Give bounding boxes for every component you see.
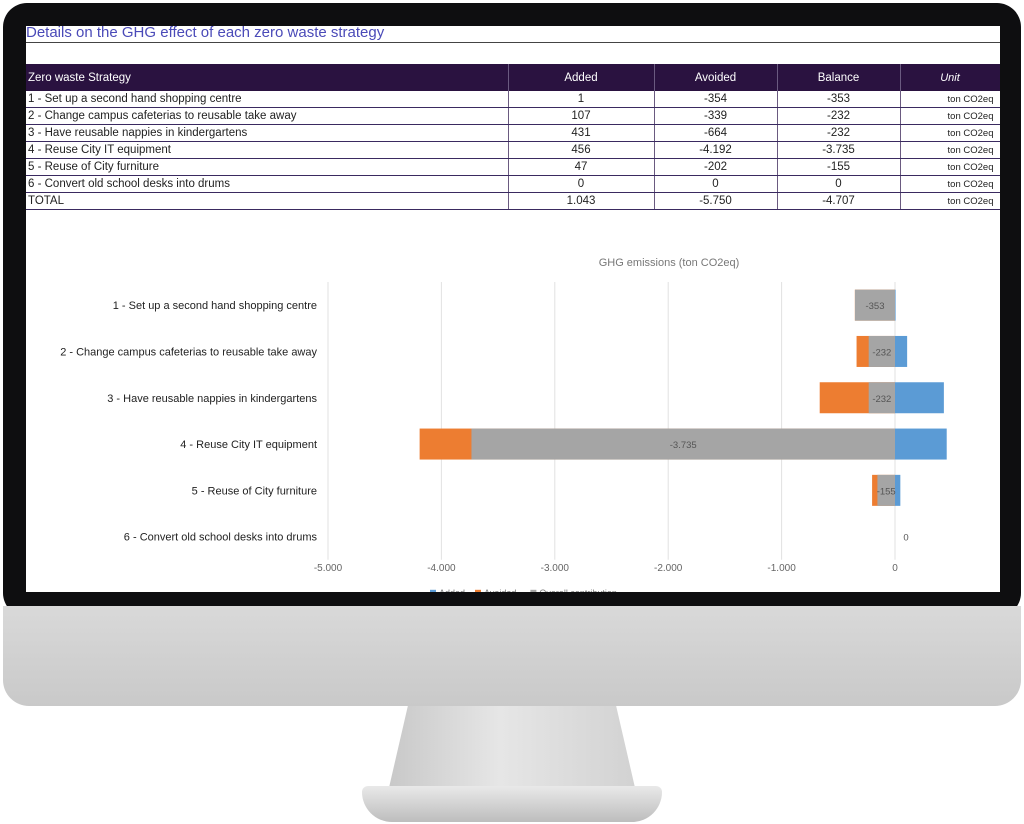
x-tick-label: -2.000 <box>654 563 683 574</box>
cell-avoided[interactable]: -5.750 <box>654 192 778 210</box>
cell-strategy[interactable]: 2 - Change campus cafeterias to reusable… <box>26 107 509 125</box>
monitor-stand-neck <box>388 706 636 792</box>
cell-unit[interactable]: ton CO2eq <box>900 107 1000 125</box>
legend-swatch <box>475 589 481 592</box>
sheet-title: Details on the GHG effect of each zero w… <box>26 26 1000 43</box>
legend-swatch <box>430 589 436 592</box>
monitor-chin <box>3 606 1021 706</box>
cell-balance[interactable]: -232 <box>777 107 901 125</box>
category-label: 3 - Have reusable nappies in kindergarte… <box>107 393 317 405</box>
cell-strategy[interactable]: 5 - Reuse of City furniture <box>26 158 509 176</box>
data-label: -232 <box>872 347 891 358</box>
table-row: 5 - Reuse of City furniture 47 -202 -155… <box>26 158 1000 176</box>
cell-avoided[interactable]: -664 <box>654 124 778 142</box>
cell-avoided[interactable]: -202 <box>654 158 778 176</box>
bar-overall-contribution <box>877 474 895 506</box>
x-tick-label: 0 <box>892 563 898 574</box>
bar-overall-contribution <box>868 335 895 367</box>
bar-added <box>895 474 901 506</box>
header-strategy: Zero waste Strategy <box>26 64 509 91</box>
monitor-stand-base <box>362 786 662 822</box>
bar-added <box>895 428 947 460</box>
cell-unit[interactable]: ton CO2eq <box>900 158 1000 176</box>
table-header-row: Zero waste Strategy Added Avoided Balanc… <box>26 64 1000 91</box>
header-unit: Unit <box>900 64 1000 91</box>
cell-unit[interactable]: ton CO2eq <box>900 192 1000 210</box>
cell-avoided[interactable]: -4.192 <box>654 141 778 159</box>
cell-added[interactable]: 431 <box>508 124 655 142</box>
data-label: -3.735 <box>670 440 697 451</box>
x-tick-label: -3.000 <box>541 563 570 574</box>
legend-label: Overall contribution <box>539 588 617 592</box>
bar-added <box>895 289 896 321</box>
table-row: 4 - Reuse City IT equipment 456 -4.192 -… <box>26 141 1000 159</box>
legend-label: Avoided <box>484 588 516 592</box>
data-label: -232 <box>872 394 891 405</box>
x-tick-label: -1.000 <box>767 563 796 574</box>
cell-unit[interactable]: ton CO2eq <box>900 175 1000 193</box>
cell-added[interactable]: 1 <box>508 91 655 108</box>
cell-strategy[interactable]: 1 - Set up a second hand shopping centre <box>26 91 509 108</box>
x-tick-label: -4.000 <box>427 563 456 574</box>
cell-added[interactable]: 47 <box>508 158 655 176</box>
legend-swatch <box>530 589 537 592</box>
cell-strategy[interactable]: TOTAL <box>26 192 509 210</box>
cell-balance[interactable]: -232 <box>777 124 901 142</box>
bar-added <box>895 335 908 367</box>
table-row: 6 - Convert old school desks into drums … <box>26 175 1000 193</box>
data-label: -353 <box>865 301 884 312</box>
cell-balance[interactable]: -155 <box>777 158 901 176</box>
category-label: 2 - Change campus cafeterias to reusable… <box>60 346 317 358</box>
cell-balance[interactable]: 0 <box>777 175 901 193</box>
cell-unit[interactable]: ton CO2eq <box>900 91 1000 108</box>
cell-unit[interactable]: ton CO2eq <box>900 141 1000 159</box>
cell-added[interactable]: 456 <box>508 141 655 159</box>
header-added: Added <box>508 64 655 91</box>
bar-overall-contribution <box>868 382 895 414</box>
bar-overall-contribution <box>471 428 895 460</box>
cell-strategy[interactable]: 6 - Convert old school desks into drums <box>26 175 509 193</box>
cell-added[interactable]: 1.043 <box>508 192 655 210</box>
category-label: 4 - Reuse City IT equipment <box>180 439 317 451</box>
cell-balance[interactable]: -4.707 <box>777 192 901 210</box>
cell-unit[interactable]: ton CO2eq <box>900 124 1000 142</box>
table-total-row: TOTAL 1.043 -5.750 -4.707 ton CO2eq <box>26 192 1000 210</box>
bar-overall-contribution <box>854 289 895 321</box>
cell-added[interactable]: 107 <box>508 107 655 125</box>
cell-avoided[interactable]: -354 <box>654 91 778 108</box>
cell-added[interactable]: 0 <box>508 175 655 193</box>
category-label: 1 - Set up a second hand shopping centre <box>113 300 317 312</box>
chart-title: GHG emissions (ton CO2eq) <box>599 257 740 269</box>
ghg-table: Zero waste Strategy Added Avoided Balanc… <box>26 64 1000 210</box>
bar-added <box>895 382 944 414</box>
data-label: 0 <box>903 533 908 544</box>
x-tick-label: -5.000 <box>314 563 343 574</box>
cell-strategy[interactable]: 4 - Reuse City IT equipment <box>26 141 509 159</box>
table-row: 1 - Set up a second hand shopping centre… <box>26 91 1000 108</box>
table-row: 3 - Have reusable nappies in kindergarte… <box>26 124 1000 142</box>
cell-balance[interactable]: -3.735 <box>777 141 901 159</box>
header-avoided: Avoided <box>654 64 778 91</box>
category-label: 6 - Convert old school desks into drums <box>124 532 318 544</box>
cell-avoided[interactable]: -339 <box>654 107 778 125</box>
category-label: 5 - Reuse of City furniture <box>192 485 317 497</box>
ghg-emissions-chart: GHG emissions (ton CO2eq) -5.000 -4.000 -3.… <box>60 257 947 592</box>
header-balance: Balance <box>777 64 901 91</box>
table-row: 2 - Change campus cafeterias to reusable… <box>26 107 1000 125</box>
data-label: -155 <box>877 486 896 497</box>
cell-strategy[interactable]: 3 - Have reusable nappies in kindergarte… <box>26 124 509 142</box>
cell-balance[interactable]: -353 <box>777 91 901 108</box>
legend-label: Added <box>439 588 465 592</box>
cell-avoided[interactable]: 0 <box>654 175 778 193</box>
spreadsheet-screen: Details on the GHG effect of each zero w… <box>26 26 1000 592</box>
